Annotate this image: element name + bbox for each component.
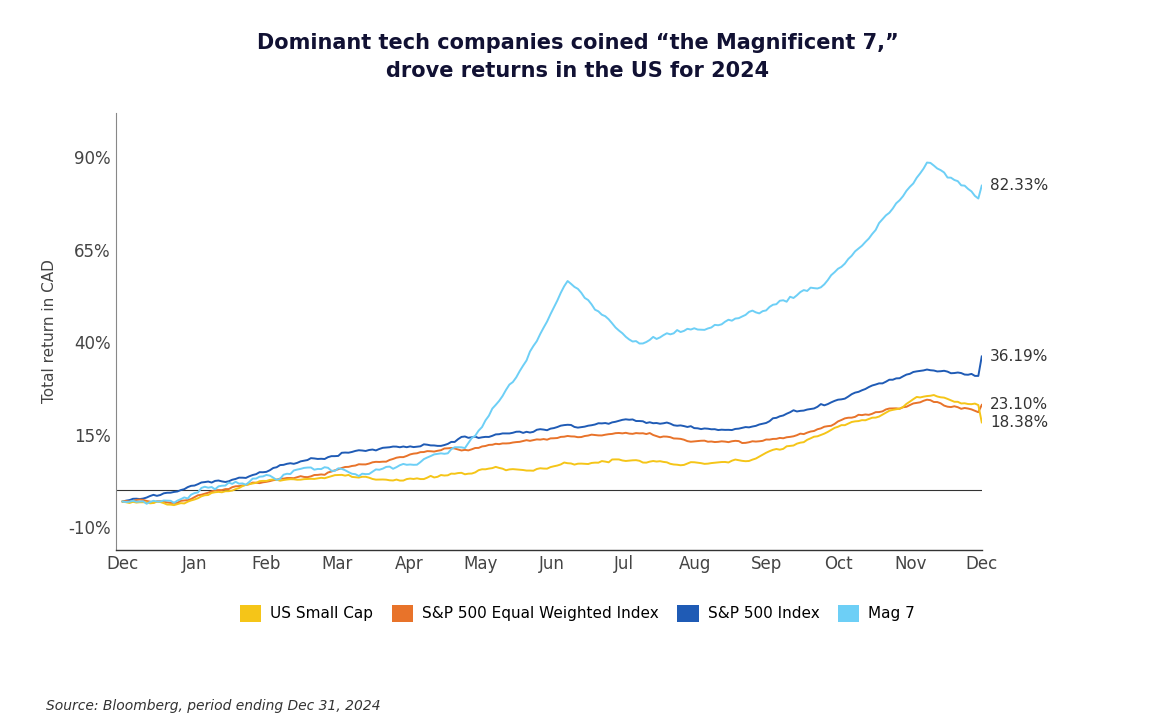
Y-axis label: Total return in CAD: Total return in CAD [42, 259, 57, 403]
Text: Source: Bloomberg, period ending Dec 31, 2024: Source: Bloomberg, period ending Dec 31,… [46, 700, 381, 713]
Text: Dominant tech companies coined “the Magnificent 7,”
drove returns in the US for : Dominant tech companies coined “the Magn… [256, 33, 899, 81]
Text: 18.38%: 18.38% [990, 415, 1049, 430]
Text: 82.33%: 82.33% [990, 178, 1049, 193]
Legend: US Small Cap, S&P 500 Equal Weighted Index, S&P 500 Index, Mag 7: US Small Cap, S&P 500 Equal Weighted Ind… [240, 604, 915, 622]
Text: 36.19%: 36.19% [990, 349, 1049, 364]
Text: 23.10%: 23.10% [990, 397, 1049, 412]
